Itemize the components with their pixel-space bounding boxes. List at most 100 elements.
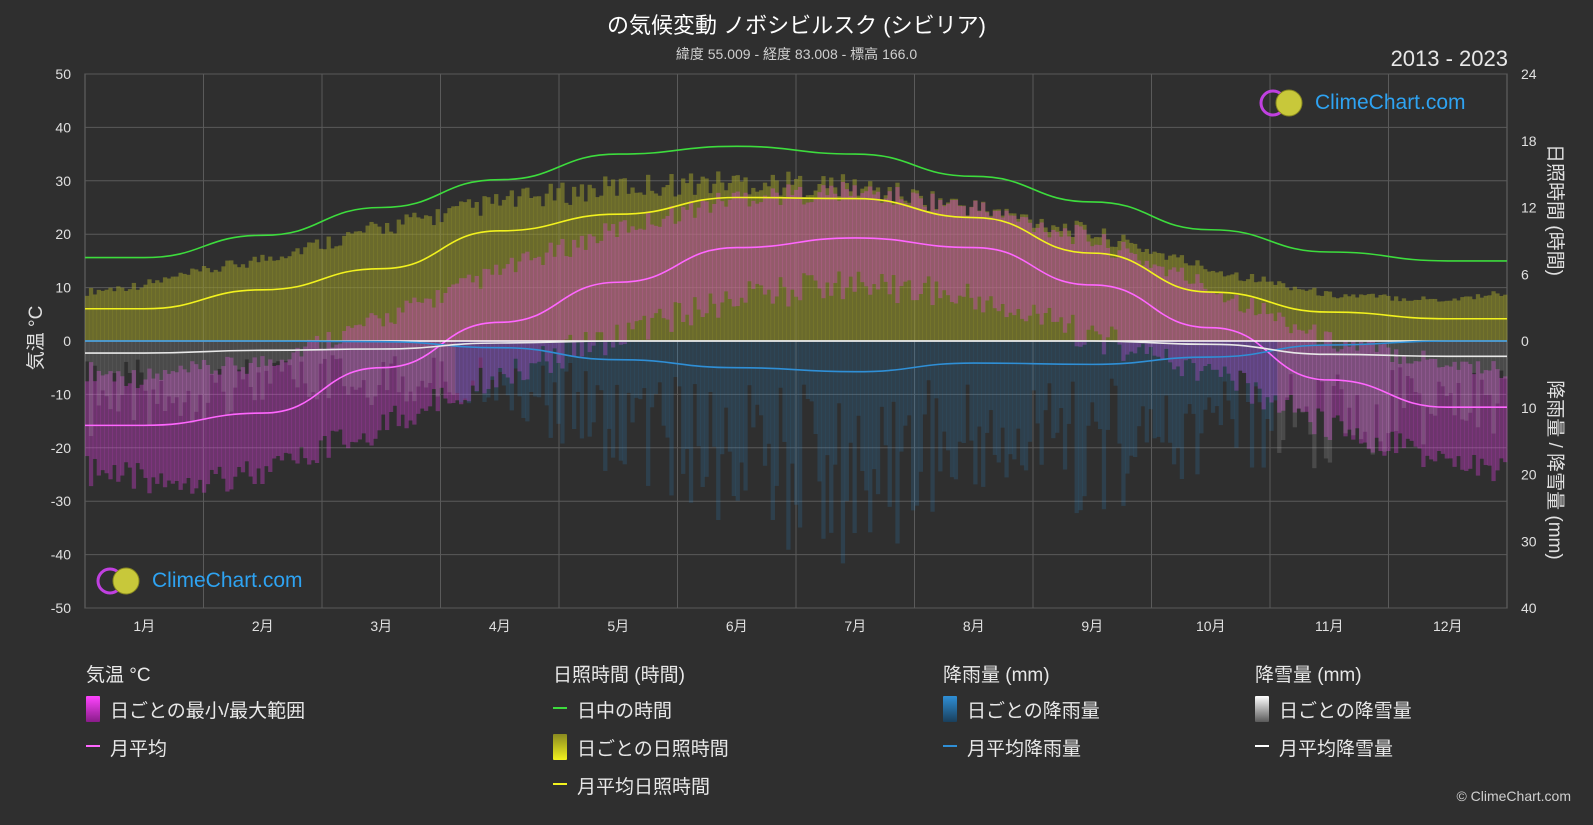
temp-range-bar xyxy=(1401,355,1407,449)
sunshine-bar xyxy=(96,289,101,341)
sunshine-bar xyxy=(303,247,308,341)
sunshine-bar xyxy=(482,196,487,341)
legend-sunshine-title: 日照時間 (時間) xyxy=(553,665,685,686)
sunshine-bar xyxy=(646,174,651,341)
precip-bar xyxy=(427,341,433,383)
sunshine-bar xyxy=(268,256,273,341)
logo-bottom[interactable]: ClimeChart.com xyxy=(96,566,303,596)
sunshine-bar xyxy=(1452,298,1457,341)
temp-range-bar xyxy=(977,211,982,297)
sunshine-bar xyxy=(1269,281,1274,341)
temp-range-bar xyxy=(692,217,698,298)
x-tick-label: 4月 xyxy=(489,618,511,634)
sunshine-bar xyxy=(579,184,585,341)
sunshine-bar xyxy=(587,184,592,341)
temp-range-bar xyxy=(143,379,148,478)
sunshine-bar xyxy=(1023,214,1029,341)
precip-bar xyxy=(977,341,982,427)
sunshine-bar xyxy=(794,178,799,341)
legend-snow: 降雪量 (mm) 日ごとの降雪量 月平均降雪量 xyxy=(1255,660,1412,772)
precip-bar xyxy=(1187,341,1192,405)
legend-item-temp-range[interactable]: 日ごとの最小/最大範囲 xyxy=(86,696,305,734)
sunshine-bar xyxy=(1249,273,1255,341)
precip-bar xyxy=(743,341,748,491)
sunshine-bar xyxy=(1495,293,1500,341)
sunshine-bar xyxy=(540,206,546,341)
legend-item-snow-daily[interactable]: 日ごとの降雪量 xyxy=(1255,696,1412,734)
sunshine-bar xyxy=(1425,299,1430,341)
precip-bar xyxy=(1090,341,1095,403)
precip-bar xyxy=(451,341,456,395)
legend-item-sunshine-daily[interactable]: 日ごとの日照時間 xyxy=(553,734,729,772)
legend-item-sunshine-mean[interactable]: 月平均日照時間 xyxy=(553,772,729,810)
sunshine-bar xyxy=(377,226,382,341)
sunshine-bar xyxy=(1109,246,1114,341)
sunshine-bar xyxy=(926,210,931,341)
sunshine-bar xyxy=(256,262,261,341)
precip-bar xyxy=(688,341,694,503)
precip-bar xyxy=(217,341,222,369)
sunshine-bar xyxy=(684,183,690,341)
temp-range-bar xyxy=(268,359,273,472)
precip-bar xyxy=(318,341,324,364)
temp-range-bar xyxy=(642,229,647,316)
sunshine-bar xyxy=(988,215,994,341)
x-tick-label: 7月 xyxy=(844,618,866,634)
temp-range-bar xyxy=(1464,361,1469,471)
precip-bar xyxy=(1156,341,1161,437)
temp-range-bar xyxy=(1429,358,1434,460)
temp-range-bar xyxy=(104,374,109,474)
x-tick-label: 9月 xyxy=(1081,618,1103,634)
temp-range-bar xyxy=(797,186,803,301)
temp-range-bar xyxy=(677,221,682,304)
sunshine-bar xyxy=(100,290,105,341)
series-lines xyxy=(84,145,1507,427)
precip-bar xyxy=(603,341,608,471)
temp-range-bar xyxy=(836,200,842,272)
sunshine-bar xyxy=(829,177,834,341)
temp-range-bar xyxy=(205,365,211,485)
precip-bar xyxy=(926,341,931,381)
temp-range-bar xyxy=(334,344,339,432)
sunshine-bar xyxy=(801,197,807,341)
temp-range-bar xyxy=(256,367,261,469)
legend-item-temp-mean[interactable]: 月平均 xyxy=(86,734,305,772)
sunshine-bar xyxy=(1339,297,1344,341)
sunshine-bar xyxy=(544,193,550,341)
temp-range-bar xyxy=(1214,294,1220,370)
sunshine-bar xyxy=(295,248,300,341)
legend-item-rain-daily[interactable]: 日ごとの降雨量 xyxy=(943,696,1100,734)
precip-bar xyxy=(712,341,717,447)
sunshine-bar xyxy=(310,242,316,341)
sunshine-bar xyxy=(291,251,296,341)
temp-range-bar xyxy=(871,194,877,285)
logo-text: ClimeChart.com xyxy=(1315,91,1466,114)
sunshine-bar xyxy=(583,201,588,341)
precip-bar xyxy=(252,341,257,401)
sunshine-bar xyxy=(887,187,892,341)
precip-bar xyxy=(953,341,959,480)
precip-bar xyxy=(1343,341,1348,434)
legend-item-daylight[interactable]: 日中の時間 xyxy=(553,696,729,734)
temp-range-bar xyxy=(587,234,592,353)
legend-item-rain-mean[interactable]: 月平均降雨量 xyxy=(943,734,1100,772)
temp-range-bar xyxy=(88,362,94,487)
precip-bar xyxy=(384,341,390,391)
temp-range-bar xyxy=(1097,245,1103,335)
y-tick-left: 20 xyxy=(55,226,71,242)
sunshine-bar xyxy=(162,277,168,341)
precip-bar xyxy=(903,341,908,426)
precip-bar xyxy=(1366,341,1372,449)
temp-range-bar xyxy=(1121,241,1126,361)
sunshine-bar xyxy=(236,267,242,341)
legend-item-snow-mean[interactable]: 月平均降雪量 xyxy=(1255,734,1412,772)
sunshine-bar xyxy=(1323,291,1329,341)
precip-bar xyxy=(205,341,211,403)
sunshine-bar xyxy=(953,198,959,341)
temp-range-bar xyxy=(100,375,105,471)
rain-mean-line xyxy=(84,340,1507,373)
sunshine-bar xyxy=(423,215,429,341)
precip-bar xyxy=(1440,341,1446,387)
precip-bar xyxy=(521,341,526,418)
logo-top[interactable]: ClimeChart.com xyxy=(1259,88,1466,118)
